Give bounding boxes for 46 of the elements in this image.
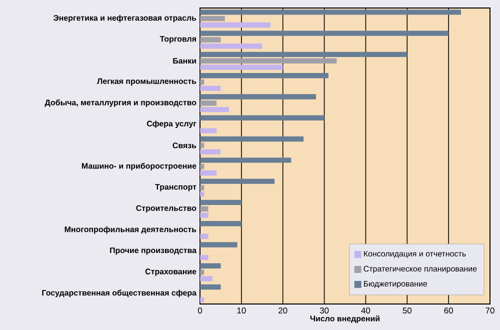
bar: [200, 164, 204, 170]
bar: [200, 106, 229, 112]
bar: [200, 234, 208, 240]
x-tick-label: 10: [237, 308, 246, 314]
bar: [200, 64, 283, 70]
bar: [200, 297, 204, 302]
bar: [200, 254, 208, 260]
bar: [200, 37, 221, 42]
bar: [200, 212, 208, 218]
bar: [200, 242, 238, 248]
bar: [200, 73, 328, 78]
bar: [200, 22, 270, 28]
bar: [200, 206, 208, 212]
x-tick-label: 40: [361, 308, 370, 314]
bar: [200, 185, 204, 190]
x-tick-label: 60: [444, 308, 453, 314]
x-tick-label: 50: [402, 308, 412, 314]
bar: [200, 142, 204, 148]
x-tick-label: 20: [278, 308, 288, 314]
bar: [200, 16, 225, 22]
bar: [200, 263, 221, 268]
bar: [200, 158, 292, 163]
bar: [200, 221, 242, 226]
bar: [200, 86, 221, 91]
bar: [200, 270, 204, 275]
bar: [200, 170, 217, 176]
bar: [200, 58, 337, 64]
bar: [200, 115, 324, 120]
bar: [200, 149, 221, 154]
bar: [200, 30, 449, 36]
x-tick-label: 0: [198, 308, 202, 314]
bar: [200, 44, 262, 49]
bar: [200, 128, 217, 134]
bar: [200, 10, 461, 15]
bar: [200, 284, 221, 290]
bar: [200, 100, 217, 106]
bar: [200, 52, 408, 58]
x-tick-label: 70: [486, 308, 494, 314]
bar: [200, 136, 304, 142]
bar: [200, 276, 212, 282]
bar: [200, 79, 204, 85]
bar: [200, 94, 316, 100]
x-tick-label: 30: [320, 308, 329, 314]
bar: [200, 192, 204, 197]
bar: [200, 178, 275, 184]
bar: [200, 200, 242, 206]
